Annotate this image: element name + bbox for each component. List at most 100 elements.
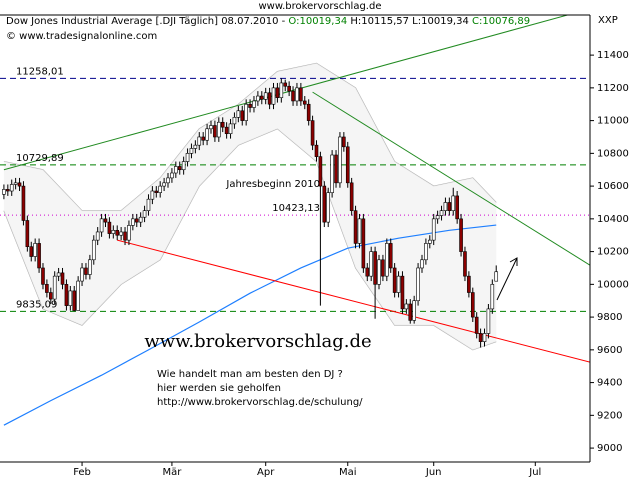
- candle-body: [29, 246, 34, 257]
- candle-body: [373, 251, 377, 285]
- candle-body: [185, 153, 190, 162]
- candle-body: [353, 210, 358, 244]
- candle-body: [45, 284, 49, 293]
- candle-body: [236, 110, 241, 118]
- candle-body: [41, 267, 45, 285]
- candle-body: [349, 182, 354, 211]
- candle-body: [338, 136, 342, 184]
- y-tick-label: 10600: [597, 181, 629, 192]
- candle-body: [170, 172, 174, 179]
- candle-body: [48, 292, 53, 300]
- candle-body: [267, 92, 272, 105]
- candle-body: [119, 231, 123, 236]
- candle-body: [244, 103, 248, 121]
- candle-body: [174, 166, 178, 174]
- candle-body: [385, 243, 389, 277]
- candle-body: [283, 82, 288, 87]
- header-segment: H:10115,57: [347, 16, 409, 27]
- candle-body: [9, 184, 14, 192]
- x-tick-label: Jun: [425, 467, 442, 478]
- candle-body: [162, 182, 166, 187]
- candle-body: [2, 189, 6, 195]
- candle-body: [431, 218, 436, 241]
- y-tick-label: 9400: [597, 378, 622, 389]
- candle-body: [197, 136, 202, 146]
- candle-body: [95, 231, 100, 241]
- y-tick-label: 9000: [597, 443, 622, 454]
- candle-body: [420, 259, 424, 269]
- candle-body: [388, 243, 393, 269]
- candle-body: [490, 284, 495, 310]
- candle-body: [64, 284, 69, 306]
- y-tick-label: 9200: [597, 410, 622, 421]
- site-title: www.brokervorschlag.de: [259, 1, 382, 12]
- candle-body: [134, 218, 139, 223]
- candle-body: [439, 210, 444, 216]
- candle-body: [326, 192, 331, 223]
- candle-body: [115, 230, 120, 236]
- y-tick-label: 10400: [597, 214, 629, 225]
- candle-body: [60, 272, 65, 285]
- candle-body: [193, 144, 198, 149]
- trendline: [3, 15, 570, 171]
- candle-body: [142, 210, 147, 218]
- axis-code: XXP: [598, 15, 618, 26]
- x-tick-label: Apr: [257, 467, 275, 478]
- moving-average: [3, 224, 497, 426]
- candle-body: [302, 100, 307, 105]
- y-tick-label: 11400: [597, 50, 629, 61]
- candle-body: [459, 218, 463, 252]
- level-label: 10729,89: [16, 153, 64, 164]
- candle-body: [17, 182, 22, 187]
- y-tick-label: 9600: [597, 345, 622, 356]
- y-tick-label: 10000: [597, 279, 629, 290]
- x-tick-label: Feb: [73, 467, 91, 478]
- candle-body: [345, 146, 350, 184]
- candle-body: [256, 95, 260, 102]
- candle-body: [76, 280, 80, 311]
- header-segment: C:10076,89: [469, 16, 530, 27]
- candle-body: [400, 275, 405, 310]
- candle-body: [84, 267, 88, 275]
- copyright: © www.tradesignalonline.com: [6, 31, 157, 42]
- level-label: 11258,01: [16, 66, 64, 77]
- y-tick-label: 10200: [597, 247, 629, 258]
- header-segment: L:10019,34: [409, 16, 469, 27]
- candle-body: [146, 198, 151, 211]
- candle-body: [205, 128, 209, 141]
- candle-body: [377, 259, 381, 285]
- candle-body: [467, 275, 471, 293]
- candle-body: [150, 190, 155, 200]
- plot-area: [0, 15, 590, 426]
- candle-body: [138, 216, 143, 223]
- candle-body: [37, 243, 41, 269]
- candle-body: [201, 136, 205, 141]
- level-label: 10423,13: [272, 203, 320, 214]
- x-tick-label: Mai: [339, 467, 357, 478]
- candle-body: [396, 275, 401, 293]
- candle-body: [232, 117, 237, 125]
- y-tick-label: 11200: [597, 83, 629, 94]
- candle-body: [181, 161, 186, 171]
- candle-body: [252, 100, 256, 108]
- candle-body: [213, 125, 217, 138]
- watermark: www.brokervorschlag.de: [144, 331, 371, 352]
- candle-body: [166, 177, 170, 184]
- candle-body: [248, 103, 252, 108]
- candle-body: [478, 333, 483, 342]
- candle-body: [279, 82, 284, 98]
- candle-body: [240, 110, 245, 121]
- candle-body: [25, 220, 30, 247]
- candle-body: [416, 267, 420, 302]
- candle-body: [287, 85, 291, 92]
- candle-body: [412, 300, 416, 321]
- candle-body: [259, 95, 264, 100]
- candle-body: [52, 275, 57, 300]
- candle-body: [103, 218, 108, 223]
- candle-body: [21, 185, 26, 221]
- arrow-head: [509, 257, 518, 266]
- candle-body: [306, 103, 311, 121]
- note: Wie handelt man am besten den DJ ?: [157, 369, 343, 380]
- candle-body: [404, 303, 409, 310]
- candle-body: [127, 225, 131, 241]
